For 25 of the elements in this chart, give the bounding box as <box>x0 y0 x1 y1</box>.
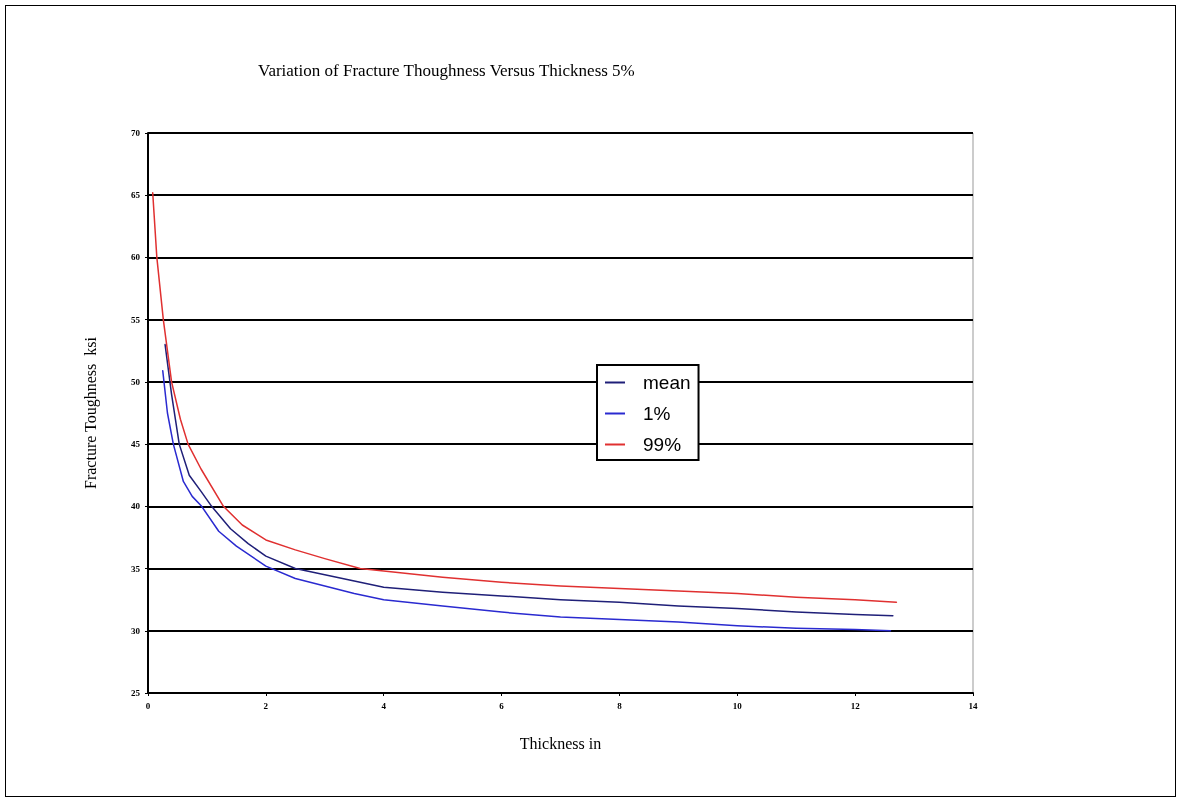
x-tick-label: 2 <box>263 700 269 711</box>
y-tick-label: 50 <box>131 376 141 387</box>
y-axis-title: Fracture Toughness ksi <box>81 336 100 489</box>
legend-label: 99% <box>643 434 682 455</box>
y-tick-label: 45 <box>131 439 141 450</box>
x-tick-label: 14 <box>968 700 978 711</box>
y-tick-label: 65 <box>131 190 141 201</box>
legend-label: mean <box>643 372 691 393</box>
y-tick-label: 70 <box>131 128 141 138</box>
x-axis-title: Thickness in <box>519 734 602 752</box>
y-tick-label: 60 <box>131 252 141 263</box>
y-tick-label: 25 <box>131 688 141 698</box>
x-tick-label: 12 <box>850 700 861 711</box>
y-tick-label: 40 <box>131 501 141 512</box>
y-tick-label: 55 <box>131 314 141 325</box>
y-tick-label: 35 <box>131 563 141 574</box>
line-series <box>151 191 898 603</box>
legend-label: 1% <box>643 403 671 424</box>
x-tick-label: 4 <box>381 700 387 711</box>
x-tick-label: 10 <box>732 700 743 711</box>
x-tick-label: 0 <box>145 700 151 711</box>
y-tick-label: 30 <box>131 625 141 636</box>
chart-title: Variation of Fracture Thoughness Versus Thickness 5% <box>258 61 635 80</box>
x-tick-label: 8 <box>617 700 623 711</box>
x-tick-label: 6 <box>499 700 505 711</box>
